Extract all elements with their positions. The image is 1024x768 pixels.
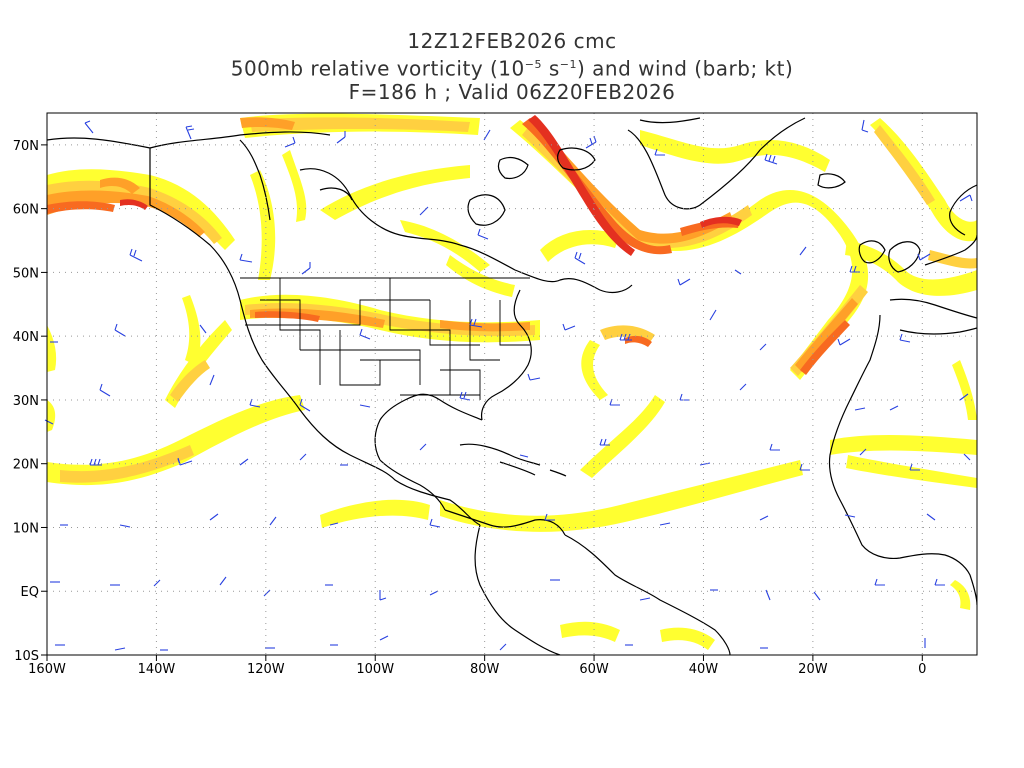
y-tick-label: 60N (13, 203, 39, 218)
longitude-axis: 160W 140W 120W 100W 80W 60W 40W 20W 0 (28, 655, 926, 677)
vorticity-level-5 (120, 115, 742, 256)
title-line-2: 500mb relative vorticity (10−5 s−1) and … (230, 56, 794, 81)
y-tick-label: 30N (13, 394, 39, 409)
x-tick-label: 100W (356, 662, 394, 677)
map-titles: 12Z12FEB2026 cmc 500mb relative vorticit… (0, 30, 1024, 104)
y-tick-label: 40N (13, 330, 39, 345)
wind-barbs (44, 119, 973, 651)
x-tick-label: 40W (689, 662, 719, 677)
y-tick-label: EQ (21, 585, 39, 600)
y-tick-label: 20N (13, 458, 39, 473)
y-tick-label: 50N (13, 266, 39, 281)
latitude-axis: 70N 60N 50N 40N 30N 20N 10N EQ 10S (13, 139, 47, 664)
title-line-3: F=186 h ; Valid 06Z20FEB2026 (348, 79, 676, 104)
x-tick-label: 160W (28, 662, 66, 677)
x-tick-label: 60W (579, 662, 609, 677)
x-tick-label: 80W (470, 662, 500, 677)
title-line-1: 12Z12FEB2026 cmc (407, 29, 617, 53)
x-tick-label: 120W (247, 662, 285, 677)
map-frame (46, 112, 978, 656)
y-tick-label: 70N (13, 139, 39, 154)
x-tick-label: 0 (918, 662, 926, 677)
y-tick-label: 10S (14, 649, 39, 664)
coastlines (47, 117, 977, 655)
x-tick-label: 20W (798, 662, 828, 677)
y-tick-label: 10N (13, 521, 39, 536)
vorticity-shading (47, 113, 977, 650)
state-borders (240, 277, 530, 400)
x-tick-label: 140W (138, 662, 176, 677)
